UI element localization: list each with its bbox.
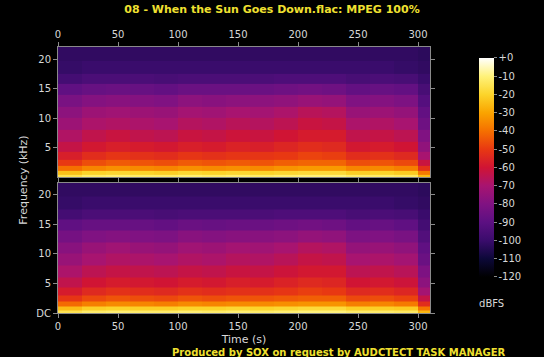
svg-text:DC: DC [36,308,51,319]
svg-text:5: 5 [45,142,51,153]
svg-text:Produced by SOX on request by: Produced by SOX on request by AUDCTECT T… [172,347,506,357]
svg-text:200: 200 [288,29,307,40]
svg-text:-40: -40 [499,125,515,136]
svg-text:-10: -10 [499,71,515,82]
svg-text:300: 300 [408,29,427,40]
svg-text:250: 250 [348,29,367,40]
svg-text:100: 100 [168,321,187,332]
svg-text:-60: -60 [499,162,515,173]
svg-text:+0: +0 [499,52,514,63]
svg-text:50: 50 [112,29,125,40]
svg-text:-100: -100 [499,235,522,246]
svg-text:-90: -90 [499,217,515,228]
svg-text:200: 200 [288,321,307,332]
svg-text:-80: -80 [499,198,515,209]
svg-text:5: 5 [45,278,51,289]
svg-text:08 - When the Sun Goes Down.fl: 08 - When the Sun Goes Down.flac: MPEG 1… [124,3,419,16]
svg-text:-70: -70 [499,180,515,191]
svg-text:-50: -50 [499,144,515,155]
svg-text:15: 15 [38,83,51,94]
svg-text:10: 10 [38,113,51,124]
svg-text:150: 150 [228,321,247,332]
svg-text:150: 150 [228,29,247,40]
svg-text:-110: -110 [499,253,522,264]
svg-text:0: 0 [55,321,61,332]
svg-text:300: 300 [408,321,427,332]
svg-text:dBFS: dBFS [479,298,504,309]
svg-text:Frequency (kHz): Frequency (kHz) [17,135,30,224]
svg-text:15: 15 [38,219,51,230]
svg-text:0: 0 [55,29,61,40]
svg-text:-120: -120 [499,271,522,282]
svg-text:10: 10 [38,248,51,259]
svg-text:20: 20 [38,189,51,200]
svg-text:50: 50 [112,321,125,332]
svg-text:100: 100 [168,29,187,40]
svg-text:-20: -20 [499,89,515,100]
svg-text:250: 250 [348,321,367,332]
svg-text:Time (s): Time (s) [221,333,267,346]
svg-text:20: 20 [38,54,51,65]
svg-text:-30: -30 [499,107,515,118]
